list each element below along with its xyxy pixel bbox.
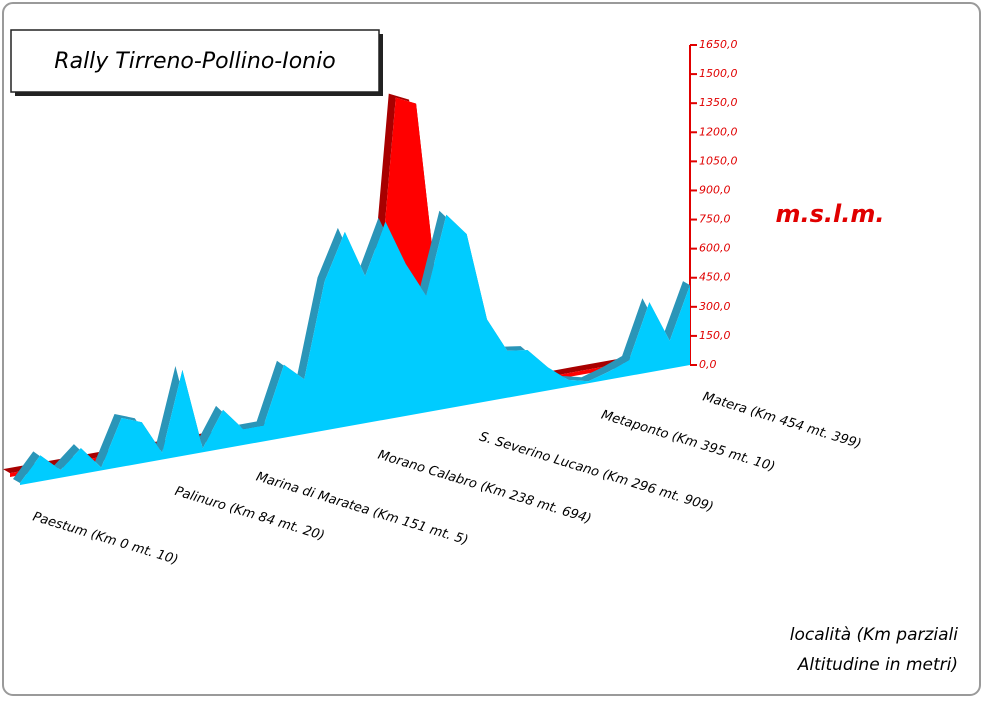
title-box <box>10 29 380 93</box>
y-tick-label: 1650,0 <box>699 38 738 51</box>
y-tick-label: 1050,0 <box>699 154 738 167</box>
y-axis-title: m.s.l.m. <box>776 200 885 228</box>
y-tick-label: 1350,0 <box>699 96 738 109</box>
area <box>20 214 690 486</box>
y-tick-label: 450,0 <box>699 271 731 284</box>
note: località (Km parziali <box>790 625 959 645</box>
y-tick-label: 1500,0 <box>699 67 738 80</box>
y-tick-label: 0,0 <box>699 358 717 371</box>
y-tick-label: 900,0 <box>699 183 731 196</box>
y-tick-label: 750,0 <box>699 213 731 226</box>
y-tick-label: 1200,0 <box>699 125 738 138</box>
chart-title: Rally Tirreno-Pollino-Ionio <box>54 49 335 74</box>
y-tick-label: 600,0 <box>699 242 731 255</box>
note: Altitudine in metri) <box>797 655 958 675</box>
y-tick-label: 150,0 <box>699 329 731 342</box>
y-tick-label: 300,0 <box>699 300 731 313</box>
